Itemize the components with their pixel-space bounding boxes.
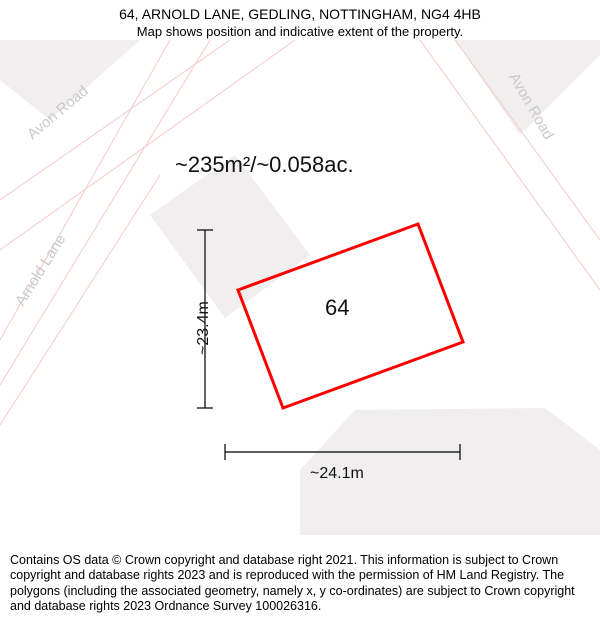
dimension-vertical-label: ~23.4m — [195, 301, 213, 355]
header: 64, ARNOLD LANE, GEDLING, NOTTINGHAM, NG… — [0, 0, 600, 39]
property-number-label: 64 — [325, 295, 349, 321]
map-area: ~235m²/~0.058ac. 64 ~23.4m ~24.1m Avon R… — [0, 40, 600, 535]
page-subtitle: Map shows position and indicative extent… — [0, 24, 600, 39]
copyright-footer: Contains OS data © Crown copyright and d… — [0, 545, 600, 625]
map-svg — [0, 40, 600, 535]
page-title: 64, ARNOLD LANE, GEDLING, NOTTINGHAM, NG… — [0, 6, 600, 22]
page: 64, ARNOLD LANE, GEDLING, NOTTINGHAM, NG… — [0, 0, 600, 625]
area-measurement-label: ~235m²/~0.058ac. — [175, 152, 354, 178]
dimension-horizontal-label: ~24.1m — [310, 465, 364, 483]
